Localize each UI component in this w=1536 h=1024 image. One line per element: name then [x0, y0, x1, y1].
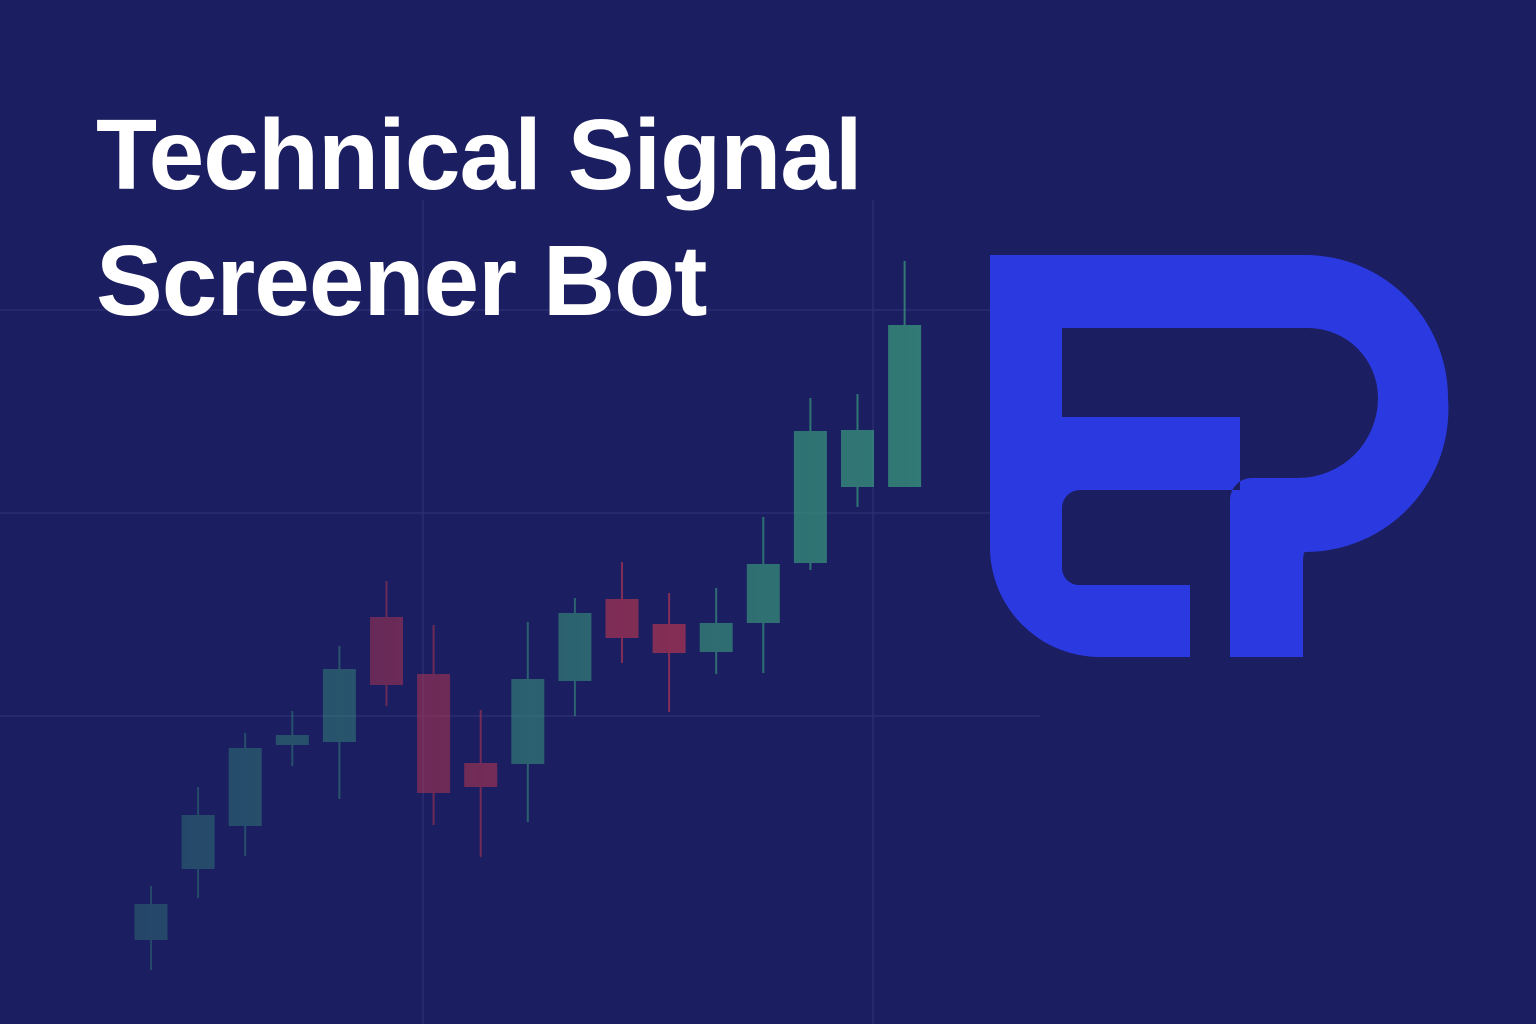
candle-10 — [558, 598, 592, 716]
candle-6 — [370, 581, 403, 706]
candle-15 — [793, 398, 827, 570]
candle-body — [370, 617, 403, 685]
candle-1 — [134, 886, 168, 970]
candle-5 — [322, 646, 356, 799]
candle-body — [322, 669, 356, 742]
candle-body — [699, 623, 733, 652]
ep-logo-icon — [990, 255, 1449, 657]
candle-4 — [275, 711, 309, 766]
candle-body — [793, 431, 827, 563]
candle-body — [275, 735, 309, 745]
title-line-2: Screener Bot — [96, 225, 707, 337]
candle-7 — [417, 625, 451, 825]
candle-14 — [746, 517, 780, 673]
candle-body — [841, 430, 874, 487]
candle-body — [746, 564, 780, 623]
candle-body — [181, 815, 215, 869]
candle-9 — [511, 622, 545, 822]
candle-body — [888, 325, 922, 487]
candle-8 — [464, 710, 498, 857]
candle-body — [464, 763, 498, 787]
candle-16 — [841, 394, 874, 507]
candle-body — [558, 613, 592, 681]
candle-12 — [652, 593, 686, 712]
candle-body — [228, 748, 262, 826]
candle-13 — [699, 588, 733, 674]
candle-2 — [181, 787, 215, 898]
title-line-1: Technical Signal — [96, 99, 863, 211]
page-title: Technical Signal Screener Bot — [96, 92, 863, 344]
candle-body — [605, 599, 639, 638]
candle-body — [417, 674, 451, 793]
candle-body — [511, 679, 545, 764]
candle-3 — [228, 733, 262, 856]
candle-body — [134, 904, 168, 940]
chart-candles — [134, 261, 922, 970]
candle-17 — [888, 261, 922, 487]
candle-11 — [605, 562, 639, 663]
candle-body — [652, 624, 686, 653]
